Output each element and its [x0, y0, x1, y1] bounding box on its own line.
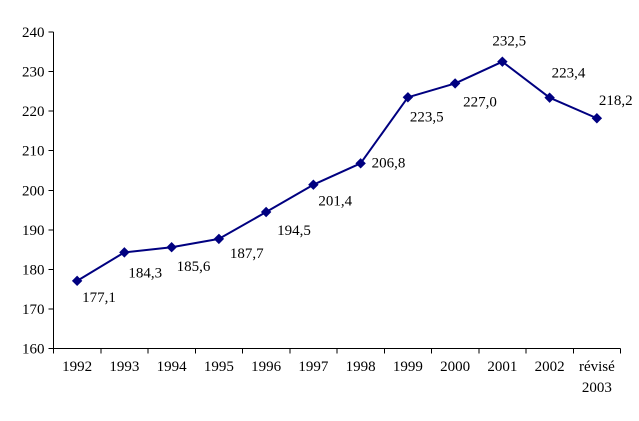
y-tick-label: 190: [22, 223, 45, 239]
data-point-label: 223,4: [552, 66, 586, 82]
x-tick-label: 1993: [109, 359, 139, 375]
y-tick-label: 170: [22, 302, 45, 318]
data-point-label: 177,1: [82, 290, 116, 306]
data-point-marker: [449, 78, 461, 89]
x-tick-label: 2002: [535, 359, 565, 375]
x-tick-label: 1996: [251, 359, 282, 375]
data-point-label: 185,6: [177, 259, 211, 275]
data-point-label: 218,2: [599, 93, 633, 109]
data-point-marker: [71, 275, 83, 287]
data-point-marker: [213, 233, 225, 245]
data-point-marker: [260, 206, 272, 218]
x-tick-label: 2000: [440, 359, 470, 375]
x-tick-label: 2003: [582, 380, 612, 396]
x-tick-label: 2001: [487, 359, 517, 375]
data-point-label: 232,5: [492, 34, 526, 50]
x-tick-label: 1995: [204, 359, 234, 375]
x-tick-label: 1998: [346, 359, 376, 375]
x-tick-label: 1992: [62, 359, 92, 375]
data-point-label: 206,8: [372, 155, 406, 171]
data-point-marker: [119, 247, 130, 258]
data-point-marker: [308, 179, 319, 190]
data-point-marker: [402, 92, 414, 103]
y-tick-label: 240: [22, 25, 45, 41]
x-tick-label: 1994: [157, 359, 188, 375]
data-point-marker: [355, 158, 366, 169]
data-point-label: 187,7: [230, 246, 264, 262]
x-tick-label: 1997: [298, 359, 329, 375]
data-point-label: 194,5: [277, 223, 311, 239]
data-point-marker: [591, 113, 603, 124]
axes: [48, 31, 621, 354]
y-tick-label: 180: [22, 262, 45, 278]
y-tick-label: 160: [22, 342, 45, 358]
data-point-label: 227,0: [463, 94, 497, 110]
data-line: [76, 60, 598, 282]
data-point-label: 201,4: [318, 194, 352, 210]
data-point-marker: [497, 56, 508, 67]
y-tick-label: 220: [22, 104, 45, 120]
y-tick-label: 230: [22, 65, 45, 81]
y-tick-label: 200: [22, 183, 45, 199]
data-point-marker: [166, 242, 177, 253]
x-tick-label: révisé: [579, 359, 615, 375]
y-tick-label: 210: [22, 144, 45, 160]
x-tick-label: 1999: [393, 359, 423, 375]
data-point-marker: [544, 92, 555, 103]
data-point-label: 184,3: [128, 265, 162, 281]
data-point-label: 223,5: [410, 109, 444, 125]
